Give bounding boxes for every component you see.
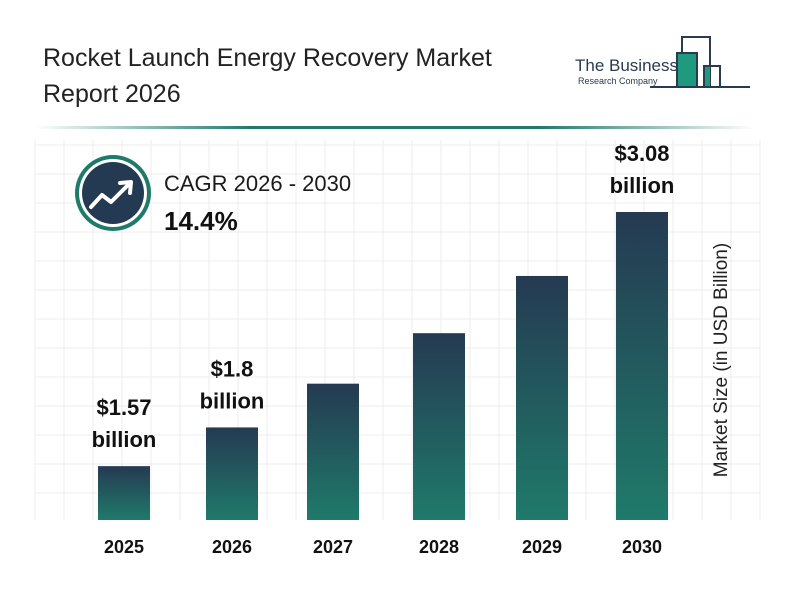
data-label-unit: billion xyxy=(610,173,675,198)
bar-2025 xyxy=(98,466,150,520)
trend-up-arrow-icon xyxy=(75,155,151,231)
data-label-unit: billion xyxy=(92,427,157,452)
y-axis-label: Market Size (in USD Billion) xyxy=(711,242,732,478)
x-tick-label: 2029 xyxy=(522,537,562,557)
data-label-value: $1.57 xyxy=(96,395,151,420)
x-tick-label: 2027 xyxy=(313,537,353,557)
x-tick-label: 2026 xyxy=(212,537,252,557)
logo-subtitle: Research Company xyxy=(578,76,658,86)
logo-name: The Business xyxy=(575,56,678,75)
chart-title: Rocket Launch Energy Recovery Market Rep… xyxy=(43,44,492,108)
bar-2027 xyxy=(307,383,359,520)
logo-icon xyxy=(650,36,750,88)
data-label-value: $3.08 xyxy=(614,141,669,166)
x-tick-label: 2028 xyxy=(419,537,459,557)
bar-2029 xyxy=(516,275,568,520)
data-label-unit: billion xyxy=(200,388,265,413)
bar-2026 xyxy=(206,427,258,520)
x-tick-label: 2025 xyxy=(104,537,144,557)
bar-2030 xyxy=(616,212,668,520)
data-label-value: $1.8 xyxy=(211,356,254,381)
bar-2028 xyxy=(413,333,465,520)
divider xyxy=(35,126,755,129)
cagr-label: CAGR 2026 - 2030 xyxy=(164,171,352,196)
x-tick-label: 2030 xyxy=(622,537,662,557)
cagr-value: 14.4% xyxy=(164,206,238,236)
